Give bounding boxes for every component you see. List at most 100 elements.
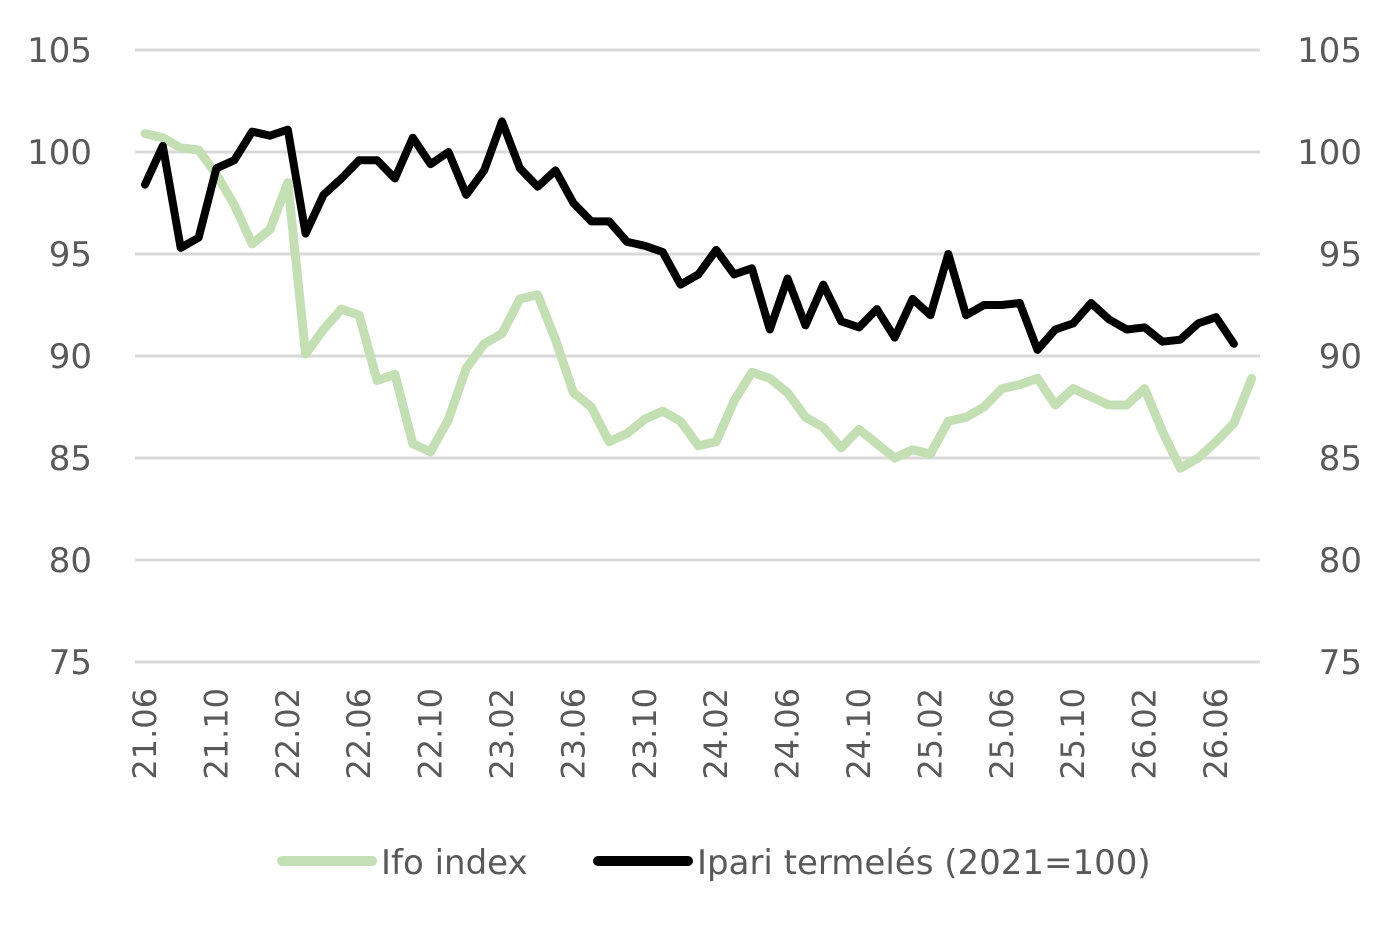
- legend-label-ipari-termeles: Ipari termelés (2021=100): [697, 843, 1151, 883]
- series-ipari-termeles: [141, 117, 1238, 354]
- x-axis-ticks: 21.06 21.10 22.02 22.06 22.10 23.02 23.06 23.10…: [126, 688, 1235, 780]
- data-point: [716, 249, 717, 250]
- data-point: [341, 178, 342, 179]
- data-point: [912, 298, 913, 299]
- data-point: [1055, 329, 1056, 330]
- data-point: [1198, 323, 1199, 324]
- data-point: [162, 137, 163, 138]
- data-point: [484, 170, 485, 171]
- data-point: [1037, 349, 1038, 350]
- data-point: [1091, 396, 1092, 397]
- data-point: [1251, 378, 1252, 379]
- data-point: [145, 184, 146, 185]
- data-point: [627, 433, 628, 434]
- data-point: [930, 315, 931, 316]
- data-point: [591, 221, 592, 222]
- x-tick-label: 26.02: [1126, 688, 1164, 780]
- y-tick-label-left: 95: [49, 235, 92, 275]
- gridlines: [135, 48, 1260, 664]
- data-point: [1233, 423, 1234, 424]
- data-point: [270, 135, 271, 136]
- data-point: [912, 449, 913, 450]
- data-point: [252, 243, 253, 244]
- series-ifo-index: [140, 129, 1257, 473]
- data-point: [1162, 341, 1163, 342]
- y-tick-label-right: 75: [1319, 643, 1362, 683]
- data-point: [519, 298, 520, 299]
- data-point: [234, 160, 235, 161]
- x-tick-label: 24.06: [769, 688, 807, 780]
- data-point: [680, 284, 681, 285]
- data-point: [1198, 458, 1199, 459]
- data-point: [841, 447, 842, 448]
- data-point: [1180, 339, 1181, 340]
- x-tick-label: 26.06: [1197, 688, 1235, 780]
- data-point: [573, 203, 574, 204]
- y-tick-label-right: 80: [1319, 541, 1362, 581]
- data-point: [1019, 303, 1020, 304]
- data-point: [1108, 405, 1109, 406]
- data-point: [430, 164, 431, 165]
- data-point: [573, 392, 574, 393]
- x-tick-label: 25.06: [983, 688, 1021, 780]
- y-tick-label-left: 105: [27, 31, 92, 71]
- data-point: [305, 354, 306, 355]
- y-tick-label-left: 90: [49, 337, 92, 377]
- data-point: [751, 372, 752, 373]
- data-point: [894, 458, 895, 459]
- data-point: [270, 229, 271, 230]
- data-point: [627, 241, 628, 242]
- data-point: [359, 160, 360, 161]
- data-point: [180, 147, 181, 148]
- data-point: [216, 168, 217, 169]
- data-point: [377, 160, 378, 161]
- data-point: [787, 278, 788, 279]
- data-point: [1073, 388, 1074, 389]
- data-point: [876, 309, 877, 310]
- data-point: [287, 129, 288, 130]
- data-point: [859, 429, 860, 430]
- data-point: [948, 421, 949, 422]
- x-tick-label: 22.10: [412, 688, 450, 780]
- data-point: [644, 419, 645, 420]
- data-point: [894, 337, 895, 338]
- data-point: [734, 274, 735, 275]
- x-tick-label: 24.02: [697, 688, 735, 780]
- data-point: [1019, 384, 1020, 385]
- y-tick-label-left: 80: [49, 541, 92, 581]
- data-point: [698, 274, 699, 275]
- data-point: [859, 327, 860, 328]
- data-point: [1001, 388, 1002, 389]
- data-point: [1144, 327, 1145, 328]
- data-point: [555, 170, 556, 171]
- data-point: [805, 417, 806, 418]
- data-point: [716, 441, 717, 442]
- data-point: [252, 131, 253, 132]
- legend: Ifo index Ipari termelés (2021=100): [277, 843, 1151, 883]
- data-point: [823, 284, 824, 285]
- data-point: [644, 245, 645, 246]
- y-axis-left-ticks: 75 80 85 90 95 100 105: [27, 31, 92, 683]
- y-tick-label-right: 90: [1319, 337, 1362, 377]
- x-tick-label: 21.10: [197, 688, 235, 780]
- data-point: [502, 333, 503, 334]
- data-point: [466, 194, 467, 195]
- data-point: [1126, 329, 1127, 330]
- data-point: [537, 186, 538, 187]
- data-point: [448, 419, 449, 420]
- x-tick-label: 25.02: [911, 688, 949, 780]
- x-tick-label: 21.06: [126, 688, 164, 780]
- data-point: [198, 237, 199, 238]
- x-tick-label: 23.10: [626, 688, 664, 780]
- data-point: [1108, 319, 1109, 320]
- data-point: [876, 443, 877, 444]
- data-point: [430, 451, 431, 452]
- data-point: [502, 121, 503, 122]
- data-point: [1091, 303, 1092, 304]
- data-point: [751, 268, 752, 269]
- data-point: [305, 233, 306, 234]
- data-point: [841, 321, 842, 322]
- data-point: [984, 407, 985, 408]
- data-point: [537, 294, 538, 295]
